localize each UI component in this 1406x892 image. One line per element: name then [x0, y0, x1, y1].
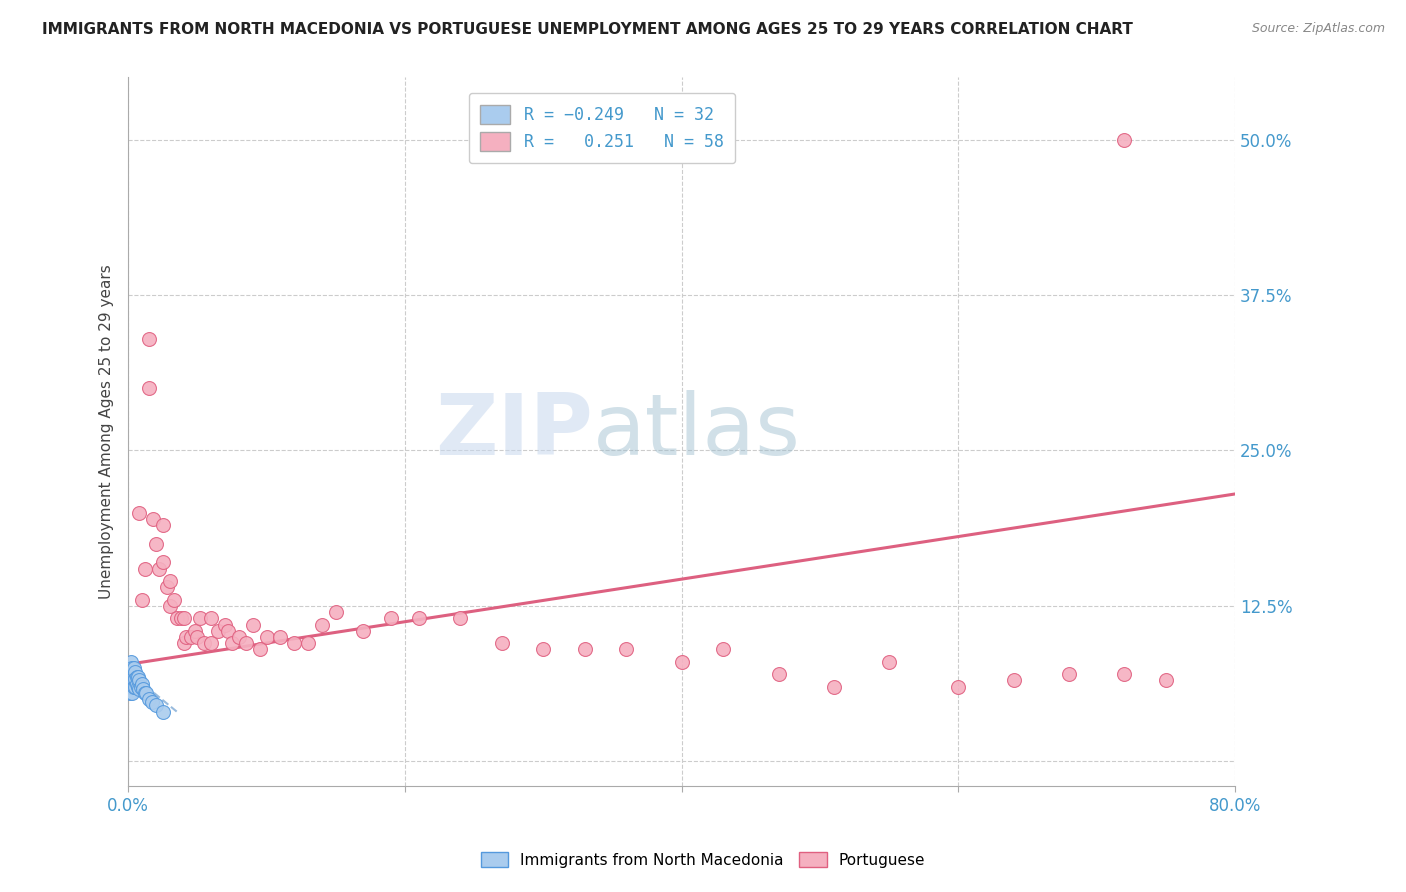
Point: [131, 677, 153, 691]
Point: [353, 624, 375, 638]
Point: [1057, 667, 1080, 681]
Point: [877, 655, 900, 669]
Point: [152, 518, 174, 533]
Point: [214, 617, 236, 632]
Point: [269, 630, 291, 644]
Point: [118, 673, 141, 688]
Point: [148, 561, 170, 575]
Point: [531, 642, 554, 657]
Point: [128, 682, 150, 697]
Point: [768, 667, 790, 681]
Point: [152, 555, 174, 569]
Point: [311, 617, 333, 632]
Point: [125, 670, 148, 684]
Point: [145, 537, 167, 551]
Point: [120, 680, 142, 694]
Point: [1154, 673, 1177, 688]
Point: [120, 673, 142, 688]
Point: [325, 605, 347, 619]
Point: [118, 686, 141, 700]
Text: IMMIGRANTS FROM NORTH MACEDONIA VS PORTUGUESE UNEMPLOYMENT AMONG AGES 25 TO 29 Y: IMMIGRANTS FROM NORTH MACEDONIA VS PORTU…: [42, 22, 1133, 37]
Point: [823, 680, 845, 694]
Point: [948, 680, 970, 694]
Point: [138, 692, 160, 706]
Point: [138, 332, 160, 346]
Point: [173, 636, 195, 650]
Text: Source: ZipAtlas.com: Source: ZipAtlas.com: [1251, 22, 1385, 36]
Text: atlas: atlas: [593, 391, 801, 474]
Point: [159, 599, 181, 613]
Point: [122, 673, 145, 688]
Point: [163, 592, 186, 607]
Point: [132, 682, 155, 697]
Point: [124, 672, 146, 686]
Point: [614, 642, 637, 657]
Point: [283, 636, 305, 650]
Point: [122, 661, 145, 675]
Point: [1002, 673, 1025, 688]
Point: [574, 642, 596, 657]
Point: [380, 611, 402, 625]
Point: [207, 624, 229, 638]
Point: [179, 630, 201, 644]
Point: [217, 624, 239, 638]
Point: [145, 698, 167, 713]
Point: [671, 655, 693, 669]
Point: [125, 677, 148, 691]
Point: [120, 667, 142, 681]
Point: [176, 630, 198, 644]
Point: [221, 636, 243, 650]
Point: [134, 686, 156, 700]
Point: [193, 636, 215, 650]
Point: [156, 580, 179, 594]
Point: [200, 636, 222, 650]
Point: [121, 661, 143, 675]
Point: [121, 686, 143, 700]
Point: [121, 680, 143, 694]
Point: [120, 655, 142, 669]
Y-axis label: Unemployment Among Ages 25 to 29 years: Unemployment Among Ages 25 to 29 years: [100, 264, 114, 599]
Point: [152, 705, 174, 719]
Point: [141, 695, 163, 709]
Legend: Immigrants from North Macedonia, Portuguese: Immigrants from North Macedonia, Portugu…: [475, 846, 931, 873]
Point: [128, 673, 150, 688]
Point: [1114, 667, 1136, 681]
Point: [200, 611, 222, 625]
Point: [297, 636, 319, 650]
Point: [170, 611, 193, 625]
Point: [256, 630, 278, 644]
Point: [1114, 133, 1136, 147]
Point: [131, 592, 153, 607]
Point: [249, 642, 271, 657]
Point: [124, 680, 146, 694]
Point: [449, 611, 471, 625]
Point: [242, 617, 264, 632]
Point: [491, 636, 513, 650]
Text: ZIP: ZIP: [436, 391, 593, 474]
Point: [124, 665, 146, 679]
Point: [138, 381, 160, 395]
Point: [235, 636, 257, 650]
Point: [135, 686, 157, 700]
Point: [188, 611, 211, 625]
Legend: R = −0.249   N = 32, R =   0.251   N = 58: R = −0.249 N = 32, R = 0.251 N = 58: [468, 93, 735, 163]
Point: [166, 611, 188, 625]
Point: [121, 673, 143, 688]
Point: [228, 630, 250, 644]
Point: [118, 661, 141, 675]
Point: [173, 611, 195, 625]
Point: [127, 680, 149, 694]
Point: [186, 630, 208, 644]
Point: [408, 611, 430, 625]
Point: [134, 561, 156, 575]
Point: [127, 670, 149, 684]
Point: [122, 680, 145, 694]
Point: [711, 642, 734, 657]
Point: [129, 680, 152, 694]
Point: [128, 506, 150, 520]
Point: [142, 512, 165, 526]
Point: [183, 624, 205, 638]
Point: [159, 574, 181, 588]
